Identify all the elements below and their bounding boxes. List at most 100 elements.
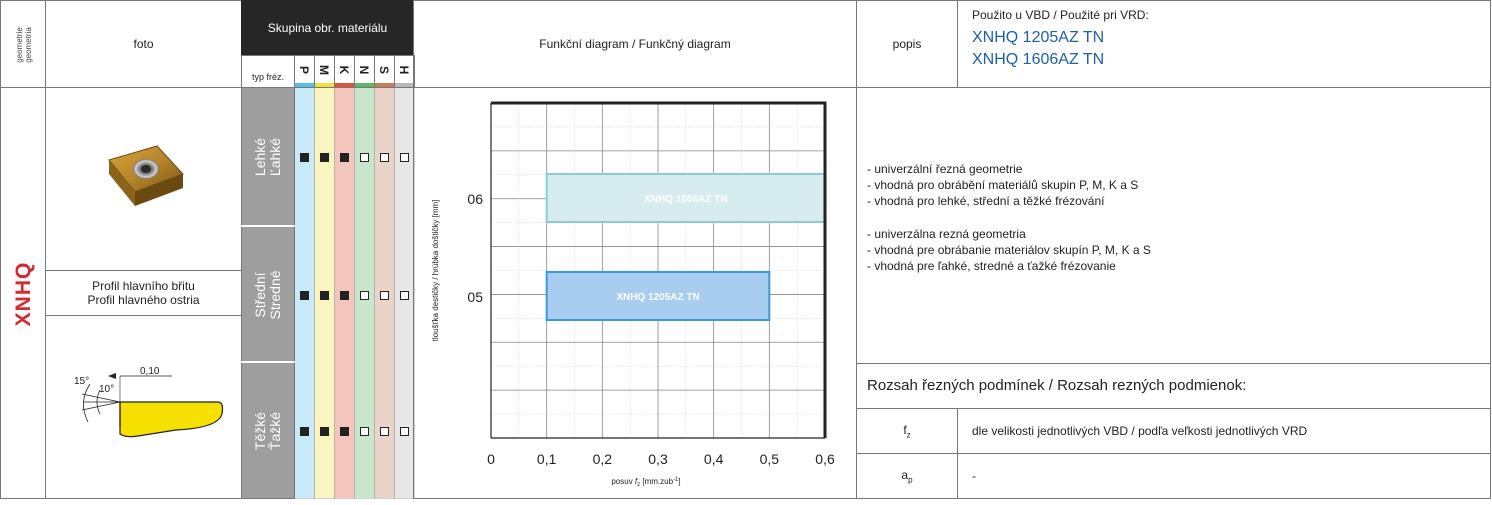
material-group-color-strip-1	[315, 83, 334, 87]
material-group-code-5: H	[397, 65, 411, 75]
milling-mark-2-0	[300, 427, 309, 436]
material-group-header: Skupina obr. materiálu	[241, 0, 414, 56]
milling-row-name-0-1: Ľahké	[267, 137, 283, 177]
description-sk-line-1: - vhodná pre obrábanie materiálov skupín…	[867, 243, 1151, 257]
land-width-label: 0,10	[140, 366, 160, 377]
milling-mark-1-5	[400, 291, 409, 300]
diagram-bar-label-1: XNHQ 1606AZ TN	[644, 194, 727, 205]
y-axis-title: tloušťka destičky / hrúbka doštičky [mm]	[431, 200, 440, 342]
fz-sub: z	[906, 430, 911, 440]
ap-symbol-cell: ap	[856, 453, 958, 499]
x-axis-title-part-1: f	[635, 477, 638, 486]
milling-mark-2-5	[400, 427, 409, 436]
material-group-code-4: S	[377, 65, 391, 75]
fz-symbol: fz	[903, 423, 910, 439]
x-tick-label-5: 0,5	[760, 451, 780, 467]
description-cz-line-0: - univerzální řezná geometrie	[867, 162, 1023, 176]
diagram-header-cell: Funkční diagram / Funkčný diagram	[413, 0, 857, 88]
milling-mark-0-1	[320, 153, 329, 162]
description-sk-line-0: - univerzálna rezná geometria	[867, 227, 1026, 241]
material-group-code-2: K	[337, 65, 351, 75]
fz-value: dle velikosti jednotlivých VBD / podľa v…	[972, 424, 1308, 438]
diagram-bar-label-0: XNHQ 1205AZ TN	[616, 292, 699, 303]
milling-mark-1-3	[360, 291, 369, 300]
milling-mark-0-4	[380, 153, 389, 162]
description-body-cell: - univerzální řezná geometrie - vhodná pr…	[856, 87, 1491, 364]
material-group-header-2: K	[334, 55, 355, 88]
description-sk-line-2: - vhodná pre ľahké, stredné a ťažké fréz…	[867, 259, 1116, 273]
x-axis-title-part-0: posuv	[611, 477, 635, 486]
geometry-label-cz: geometrie	[15, 27, 24, 63]
fz-var: f	[903, 422, 907, 437]
diagram-title: Funkční diagram / Funkčný diagram	[539, 37, 731, 51]
ap-value: -	[972, 469, 976, 483]
description-label: popis	[892, 37, 922, 51]
ap-value-cell: -	[957, 453, 1491, 499]
milling-type-header: typ fréz.	[241, 55, 295, 88]
edge-profile-drawing: 15° 10° 0,10	[74, 366, 224, 438]
x-tick-label-3: 0,3	[648, 451, 668, 467]
milling-divider-2	[241, 361, 295, 363]
description-cz: - univerzální řezná geometrie - vhodná pr…	[867, 161, 1490, 209]
description-header-cell: popis	[856, 0, 958, 88]
ap-var: a	[901, 467, 909, 482]
functional-diagram: XNHQ 1205AZ TN XNHQ 1606AZ TN 05 06 0 0,1 0,2 0…	[431, 101, 835, 488]
milling-row-name-1-1: Stredné	[267, 270, 283, 320]
milling-mark-1-0	[300, 291, 309, 300]
x-axis-title: posuv fz [mm.zub-1]	[611, 477, 680, 488]
geometry-label-sk: geometria	[24, 27, 33, 63]
milling-mark-0-5	[400, 153, 409, 162]
diagram-cell: XNHQ 1205AZ TN XNHQ 1606AZ TN 05 06 0 0,1 0,2 0…	[413, 87, 857, 499]
fz-value-cell: dle velikosti jednotlivých VBD / podľa v…	[957, 408, 1491, 454]
milling-mark-2-1	[320, 427, 329, 436]
x-tick-label-6: 0,6	[815, 451, 835, 467]
x-tick-label-0: 0	[487, 451, 495, 467]
milling-row-label-1: Střední Stredné	[252, 270, 283, 320]
milling-mark-2-2	[340, 427, 349, 436]
ap-sub: p	[908, 475, 913, 485]
material-group-header-4: S	[374, 55, 395, 88]
material-group-color-strip-3	[355, 83, 374, 87]
milling-type-column	[241, 87, 295, 499]
insert-photo-cell	[45, 87, 242, 271]
used-in-label: Použito u VBD / Použité pri VRD:	[972, 8, 1149, 22]
profile-label-cell: Profil hlavního břitu Profil hlavného os…	[45, 270, 242, 316]
milling-mark-1-1	[320, 291, 329, 300]
x-axis-title-part-4: -1	[673, 477, 679, 483]
diagram-frame	[491, 101, 827, 438]
diagram-bar-1	[545, 173, 827, 223]
diagram-bar-0	[545, 271, 771, 321]
geometry-name-cell: XNHQ	[0, 87, 46, 499]
milling-row-name-2-0: Těžké	[252, 411, 268, 451]
x-axis-title-part-3: [mm.zub	[640, 477, 673, 486]
x-tick-label-4: 0,4	[704, 451, 724, 467]
insert-link-1205[interactable]: XNHQ 1205AZ TN	[972, 29, 1105, 46]
x-axis-title-part-5: ]	[678, 477, 680, 486]
material-group-header-3: N	[354, 55, 375, 88]
milling-row-label-2: Těžké Ťažké	[252, 411, 283, 451]
x-tick-label-2: 0,2	[593, 451, 613, 467]
ap-symbol: ap	[901, 468, 912, 484]
profile-drawing-cell: 15° 10° 0,10	[45, 315, 242, 499]
cutting-conditions-title-cell: Rozsah řezných podmínek / Rozsah rezných…	[856, 363, 1491, 409]
geometry-name: XNHQ	[12, 261, 35, 327]
material-group-title: Skupina obr. materiálu	[267, 21, 388, 35]
milling-mark-2-4	[380, 427, 389, 436]
fz-symbol-cell: fz	[856, 408, 958, 454]
photo-header-label: foto	[133, 37, 154, 51]
x-axis-title-part-2: z	[637, 482, 640, 488]
milling-type-label: typ fréz.	[251, 71, 284, 82]
material-group-header-5: H	[394, 55, 415, 88]
geometry-header-cell: geometrie geometria	[0, 0, 46, 88]
profile-label-sk: Profil hlavného ostria	[87, 293, 200, 307]
material-group-code-3: N	[357, 65, 371, 75]
material-group-color-strip-4	[375, 83, 394, 87]
description-sk: - univerzálna rezná geometria - vhodná pr…	[867, 226, 1490, 274]
insert-link-1606[interactable]: XNHQ 1606AZ TN	[972, 51, 1105, 68]
milling-divider-1	[241, 225, 295, 227]
material-group-color-strip-5	[395, 83, 414, 87]
material-group-code-0: P	[297, 65, 311, 75]
y-tick-label-1: 06	[467, 191, 483, 207]
insert-photo-image	[107, 145, 184, 206]
milling-mark-0-2	[340, 153, 349, 162]
